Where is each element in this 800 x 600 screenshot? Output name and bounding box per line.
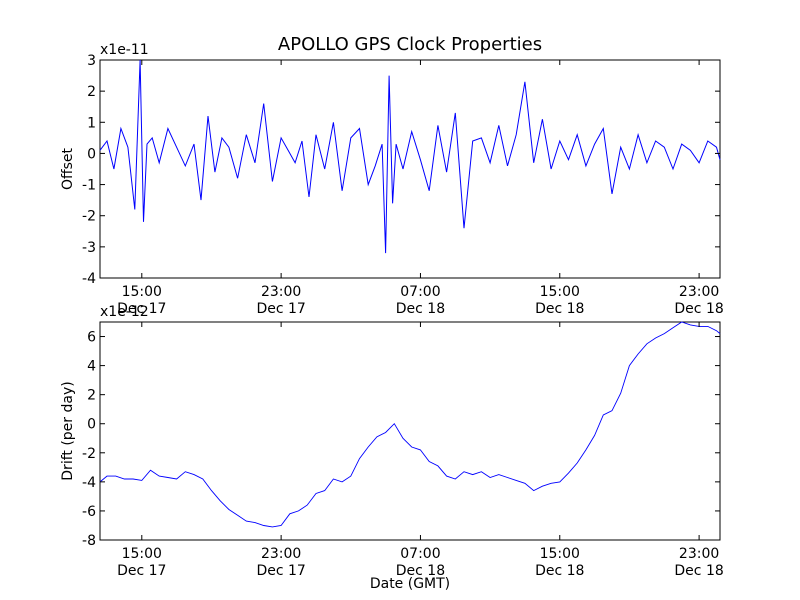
top-y-tick-label: -4 [82,271,96,287]
bottom-y-axis-label: Drift (per day) [60,381,76,480]
bottom-y-multiplier: x1e-12 [100,304,149,320]
bottom-x-tick-date-label: Dec 18 [535,563,584,579]
bottom-y-tick-label: 2 [87,388,96,404]
bottom-x-tick-time-label: 15:00 [122,546,162,562]
top-y-tick-label: -3 [82,240,96,256]
bottom-x-tick-date-label: Dec 18 [396,563,445,579]
bottom-y-tick-label: 4 [87,359,96,375]
top-plot-frame [99,59,721,279]
top-x-tick-time-label: 23:00 [261,284,301,300]
top-y-tick-label: 1 [87,115,96,131]
bottom-series-group [99,321,721,528]
top-y-tick-label: 3 [87,53,96,69]
top-x-tick-date-label: Dec 18 [535,301,584,317]
bottom-x-axis-label: Date (GMT) [370,576,450,592]
bottom-x-tick-date-label: Dec 17 [256,563,305,579]
bottom-y-tick-label: -4 [82,475,96,491]
bottom-x-tick-time-label: 23:00 [679,546,719,562]
top-y-tick-label: 2 [87,84,96,100]
top-y-multiplier: x1e-11 [100,42,149,58]
bottom-x-tick-date-label: Dec 17 [117,563,166,579]
top-y-tick-label: -2 [82,209,96,225]
top-series-group [99,59,721,254]
top-x-tick-date-label: Dec 18 [396,301,445,317]
top-y-tick-label: 0 [87,146,96,162]
bottom-plot-frame [99,321,721,541]
chart-title: APOLLO GPS Clock Properties [278,34,542,55]
top-x-tick-time-label: 15:00 [540,284,580,300]
top-y-axis: -4 -3 -2 -1 0 1 2 3 [82,53,720,287]
bottom-series-line-0 [99,321,721,528]
bottom-x-tick-date-label: Dec 18 [674,563,723,579]
bottom-y-tick-label: -6 [82,504,96,520]
top-x-tick-date-label: Dec 18 [674,301,723,317]
bottom-y-tick-label: 6 [87,330,96,346]
top-y-axis-label: Offset [60,147,76,190]
top-y-tick-label: -1 [82,178,96,194]
top-x-tick-time-label: 07:00 [400,284,440,300]
top-series-line-0 [99,59,721,254]
bottom-y-tick-label: 0 [87,417,96,433]
top-x-tick-date-label: Dec 17 [117,301,166,317]
bottom-y-tick-label: -2 [82,446,96,462]
top-x-tick-time-label: 15:00 [122,284,162,300]
bottom-x-tick-time-label: 23:00 [261,546,301,562]
bottom-x-tick-time-label: 07:00 [400,546,440,562]
top-x-tick-date-label: Dec 17 [256,301,305,317]
bottom-y-axis: -8 -6 -4 -2 0 2 4 6 [82,330,720,549]
bottom-y-tick-label: -8 [82,533,96,549]
bottom-x-tick-time-label: 15:00 [540,546,580,562]
top-x-tick-time-label: 23:00 [679,284,719,300]
